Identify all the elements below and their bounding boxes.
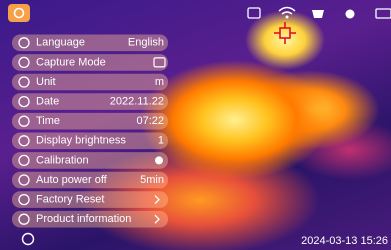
menu-item-label: Unit [36, 76, 56, 88]
menu-item-label: Time [36, 115, 60, 127]
menu-item[interactable]: Unit m [12, 74, 168, 91]
overlay: 2024-03-13 15:26 Language English Capture … [0, 0, 391, 250]
wifi-icon [279, 8, 295, 15]
back-button[interactable] [23, 234, 34, 245]
crosshair [274, 22, 296, 44]
screen: 2024-03-13 15:26 Language English Capture … [0, 0, 391, 250]
calibration-icon [155, 156, 163, 164]
bird-icon [312, 10, 324, 18]
menu-item-value: 07:22 [136, 115, 164, 127]
status-icon [248, 8, 260, 18]
menu-item-label: Display brightness [36, 135, 126, 147]
menu-item[interactable]: Product information [12, 211, 168, 228]
menu-item-label: Product information [36, 213, 131, 225]
menu-item-value: 5min [140, 174, 164, 186]
menu-item-label: Language [36, 37, 85, 49]
menu-item[interactable]: Date 2022.11.22 [12, 93, 168, 110]
menu-item[interactable]: Time 07:22 [12, 113, 168, 130]
menu-item[interactable]: Factory Reset [12, 191, 168, 208]
wifi-dot [286, 16, 289, 19]
menu-item[interactable]: Display brightness 1 [12, 133, 168, 150]
gear-icon [346, 10, 355, 19]
menu-item[interactable]: Language English [12, 35, 168, 52]
menu-item-value: English [128, 37, 164, 49]
menu-item-label: Factory Reset [36, 194, 104, 206]
battery-icon [376, 9, 391, 18]
menu: Language English Capture Mode Unit m Date 2022… [12, 35, 168, 228]
settings-button[interactable] [8, 4, 30, 22]
menu-item-label: Calibration [36, 154, 89, 166]
timestamp: 2024-03-13 15:26 [301, 235, 388, 247]
menu-item-label: Capture Mode [36, 56, 106, 68]
menu-item[interactable]: Auto power off 5min [12, 172, 168, 189]
menu-item[interactable]: Capture Mode [12, 54, 168, 71]
menu-item-label: Auto power off [36, 174, 108, 186]
menu-item-value: 2022.11.22 [110, 96, 164, 108]
menu-item[interactable]: Calibration [12, 152, 168, 169]
menu-item-value: 1 [158, 135, 164, 147]
menu-item-label: Date [36, 96, 59, 108]
menu-item-value: m [155, 76, 164, 88]
